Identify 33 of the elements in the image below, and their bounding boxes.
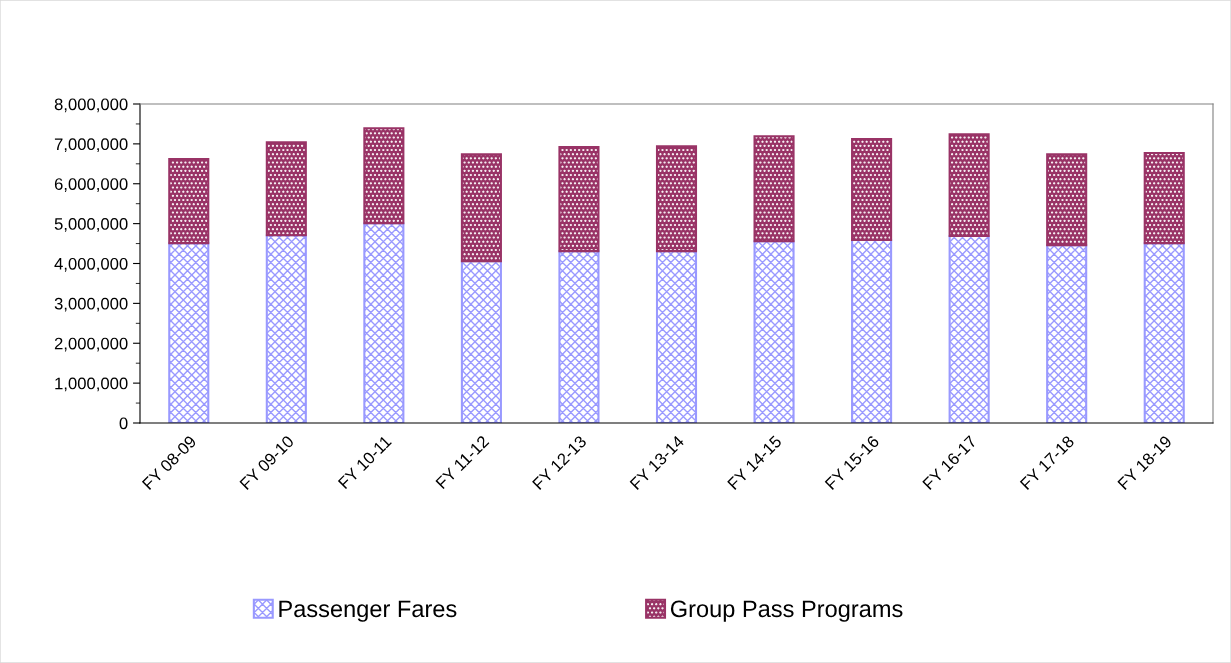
bar <box>1143 242 1185 423</box>
bar <box>948 133 990 238</box>
bar <box>948 234 990 423</box>
y-tick-label: 1,000,000 <box>55 377 128 392</box>
y-tick-label: 6,000,000 <box>54 178 128 192</box>
legend-label: Group Pass Programs <box>670 600 903 622</box>
bar <box>168 242 210 423</box>
bar <box>1143 152 1185 245</box>
bar <box>655 250 698 423</box>
bar <box>265 234 307 423</box>
bar <box>1046 153 1088 247</box>
bar <box>655 145 698 253</box>
bar <box>168 157 210 245</box>
y-tick-label: 5,000,000 <box>54 218 128 232</box>
legend-label: Passenger Fares <box>279 600 457 622</box>
y-tick-label: 4,000,000 <box>54 257 128 272</box>
bar <box>1046 244 1088 423</box>
y-tick-label: 7,000,000 <box>54 138 128 153</box>
bar <box>753 240 795 423</box>
y-tick-label: 0 <box>119 417 128 430</box>
bar <box>558 250 600 423</box>
y-tick-label: 2,000,000 <box>54 337 128 352</box>
bar <box>753 135 795 243</box>
bar <box>265 141 307 237</box>
bar <box>558 146 600 253</box>
bar <box>363 127 405 225</box>
bar <box>460 153 502 263</box>
bar <box>363 222 405 423</box>
bar <box>851 238 893 423</box>
bar <box>460 260 502 423</box>
y-tick-label: 3,000,000 <box>54 297 128 312</box>
bar <box>851 138 893 242</box>
y-tick-label: 8,000,000 <box>54 98 128 113</box>
